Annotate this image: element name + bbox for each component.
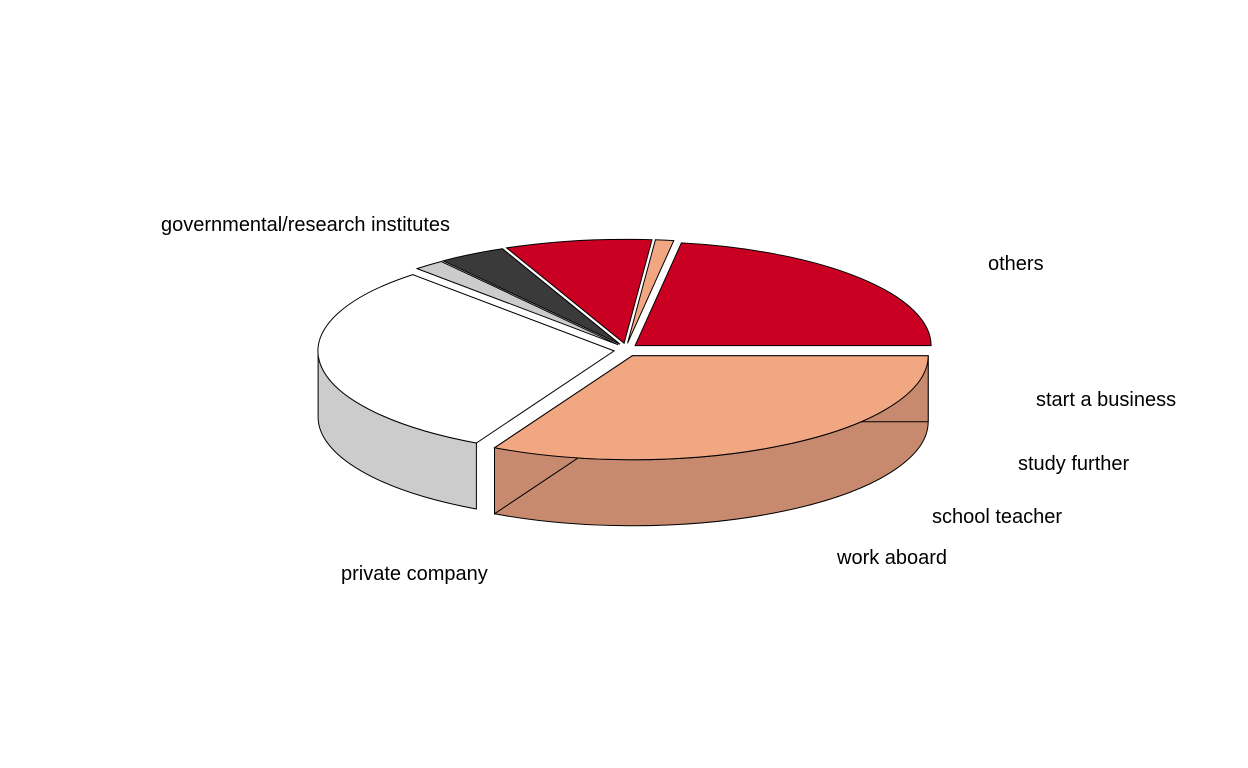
pie-tops xyxy=(317,238,932,461)
slice-label-others: others xyxy=(988,253,1044,275)
slice-label-study-further: study further xyxy=(1018,453,1130,475)
slice-label-start-a-business: start a business xyxy=(1036,389,1176,411)
slice-start-a-business xyxy=(627,239,675,344)
slice-study-further xyxy=(505,238,653,345)
slice-label-governmental-research-institutes: governmental/research institutes xyxy=(161,214,450,236)
slice-label-private-company: private company xyxy=(341,563,488,585)
pie-labels: others start a business study further sc… xyxy=(161,214,1176,585)
slice-label-school-teacher: school teacher xyxy=(932,506,1062,528)
slice-work-aboard xyxy=(415,260,619,346)
slice-label-work-aboard: work aboard xyxy=(836,547,947,569)
slice-private-company xyxy=(317,274,616,444)
slice-governmental-research-institutes xyxy=(493,355,929,461)
slice-school-teacher xyxy=(441,248,621,345)
slice-others xyxy=(634,242,932,347)
